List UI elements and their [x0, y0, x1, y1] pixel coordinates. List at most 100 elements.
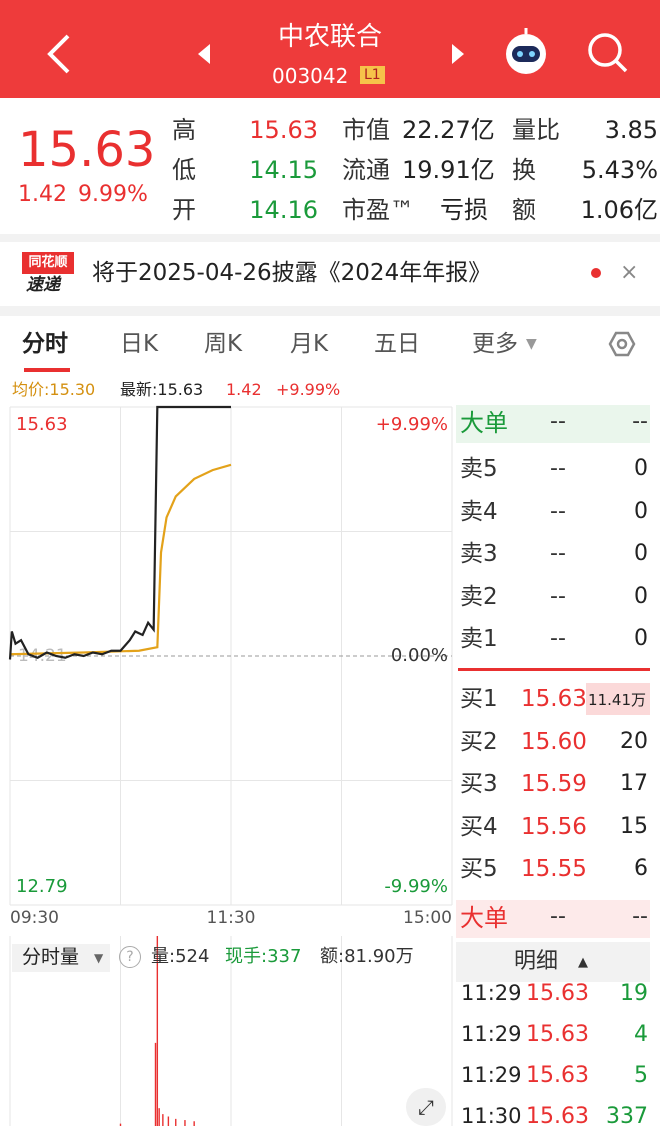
buy-volume: 20 — [620, 728, 648, 754]
stat-value: 14.15 — [249, 156, 318, 184]
tab[interactable]: 五日 — [374, 331, 420, 357]
header-bar — [0, 0, 660, 98]
tab[interactable]: 日K — [120, 331, 159, 357]
big-order-a: -- — [550, 904, 566, 929]
trade-volume: 5 — [634, 1063, 648, 1088]
price-change-pct: 9.99% — [78, 182, 148, 207]
header-icons — [47, 28, 628, 74]
volume-selector-bg[interactable] — [12, 944, 110, 972]
buy-volume: 15 — [620, 813, 648, 839]
buy-price: 15.59 — [521, 771, 587, 797]
buy-label: 买5 — [460, 856, 498, 882]
stat-label: 流通 — [342, 156, 390, 184]
separator — [0, 234, 660, 242]
big-order-b: -- — [632, 904, 648, 929]
latest-change: 1.42 — [226, 380, 262, 399]
sell-price: -- — [550, 583, 566, 609]
latest-change-pct: +9.99% — [276, 380, 341, 399]
close-button[interactable]: × — [620, 260, 639, 285]
volume-bar — [156, 936, 159, 1126]
volume-bar — [119, 1123, 122, 1126]
volume-bar — [158, 1108, 160, 1126]
trade-time: 11:29 — [461, 981, 522, 1005]
robot-icon[interactable] — [506, 28, 546, 74]
fullscreen-button[interactable]: ⤢ — [406, 1088, 446, 1126]
sell-label: 卖2 — [460, 583, 498, 610]
back-button[interactable] — [47, 34, 70, 74]
sell-volume: 0 — [634, 498, 648, 524]
stat-value: 3.85 — [604, 116, 658, 144]
stat-value: 14.16 — [249, 196, 318, 224]
separator — [0, 306, 660, 316]
stock-code: 003042 — [272, 64, 349, 88]
sort-arrow: ▲ — [578, 955, 588, 970]
sell-volume: 0 — [634, 583, 648, 609]
stat-label: 量比 — [512, 116, 560, 144]
sell-price: -- — [550, 626, 566, 651]
stat-label: 低 — [172, 156, 196, 184]
sell-volume: 0 — [634, 456, 648, 481]
trade-time: 11:29 — [461, 1063, 522, 1087]
big-order-label: 大单 — [460, 409, 508, 437]
volume-bar — [154, 1042, 157, 1126]
stat-label: 换 — [512, 156, 536, 184]
settings-button[interactable] — [604, 328, 640, 360]
big-order-b: -- — [632, 409, 648, 434]
big-order-bg — [456, 405, 650, 443]
latest-price: 最新:15.63 — [120, 380, 204, 399]
sell-label: 卖1 — [460, 626, 498, 652]
big-order-a: -- — [550, 409, 566, 434]
stat-value: 5.43% — [581, 156, 658, 184]
buy1-volume-bg — [586, 683, 650, 715]
news-text[interactable]: 将于2025-04-26披露《2024年年报》 — [92, 260, 492, 286]
tab[interactable]: 周K — [204, 331, 243, 357]
volume-bar — [184, 1120, 186, 1126]
prev-stock[interactable] — [198, 44, 210, 64]
buy-label: 买2 — [460, 728, 498, 755]
buy-price: 15.56 — [521, 813, 587, 840]
book-divider — [458, 668, 650, 671]
trade-volume: 19 — [620, 981, 648, 1006]
volume-amount: 额:81.90万 — [320, 946, 414, 967]
trade-volume: 4 — [634, 1022, 648, 1047]
news-badge-top: 同花顺 — [22, 252, 74, 274]
buy-label: 买4 — [460, 813, 498, 840]
tab[interactable]: 分时 — [22, 331, 68, 357]
avg-price: 均价:15.30 — [12, 380, 96, 399]
trade-time: 11:30 — [461, 1104, 522, 1126]
y-top-label: 15.63 — [16, 414, 68, 435]
help-icon[interactable]: ? — [119, 946, 141, 968]
tab[interactable]: 更多 — [472, 331, 518, 357]
news-badge-bottom: 速递 — [26, 275, 60, 295]
trade-price: 15.63 — [526, 981, 589, 1006]
detail-title[interactable]: 明细 — [514, 949, 559, 974]
x-tick-label: 15:00 — [403, 908, 452, 928]
trade-volume: 337 — [606, 1104, 648, 1126]
stat-value: 19.91亿 — [402, 156, 495, 184]
stat-value: 1.06亿 — [580, 196, 658, 224]
stat-value: 22.27亿 — [402, 116, 495, 144]
stat-label: 市盈™ — [342, 196, 414, 224]
trade-price: 15.63 — [526, 1063, 589, 1088]
search-button[interactable] — [588, 33, 628, 73]
dropdown-arrow: ▼ — [94, 951, 104, 965]
y-bottom-label: 12.79 — [16, 876, 68, 897]
volume-bar — [193, 1121, 195, 1126]
stat-value: 亏损 — [440, 196, 488, 224]
volume-total: 量:524 — [151, 946, 210, 967]
buy-price: 15.60 — [521, 728, 587, 755]
stat-label: 开 — [172, 196, 196, 224]
buy-volume: 17 — [620, 771, 648, 796]
unread-dot — [591, 268, 601, 278]
pct-top-label: +9.99% — [376, 414, 448, 435]
series-line — [8, 405, 231, 660]
volume-current: 现手:337 — [225, 946, 302, 967]
volume-selector[interactable]: 分时量 — [22, 946, 80, 968]
x-tick-label: 11:30 — [207, 908, 256, 928]
dropdown-arrow: ▼ — [526, 336, 537, 352]
next-stock[interactable] — [452, 44, 464, 64]
tab[interactable]: 月K — [290, 331, 329, 357]
pct-bottom-label: -9.99% — [384, 876, 448, 897]
stat-value: 15.63 — [249, 116, 318, 144]
